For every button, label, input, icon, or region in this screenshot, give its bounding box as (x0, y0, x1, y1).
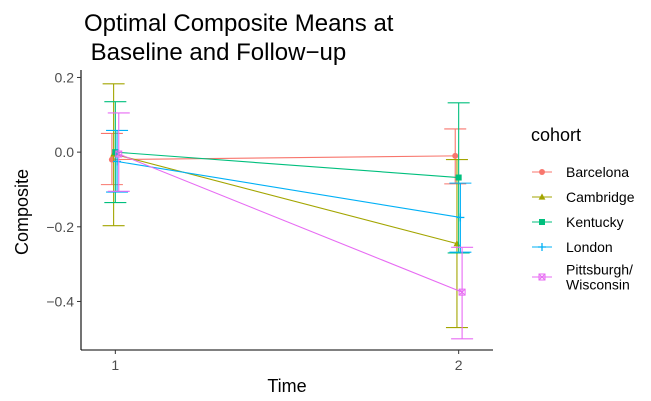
legend-item-kentucky: Kentucky (532, 214, 624, 230)
legend-label-pittsburgh-wisconsin: Wisconsin (566, 277, 630, 293)
y-tick-label: −0.4 (46, 293, 74, 309)
series-layer (100, 83, 474, 340)
series-line-london (116, 160, 461, 219)
data-point-barcelona (452, 152, 459, 159)
legend-key-marker (538, 193, 546, 200)
legend-label-kentucky: Kentucky (566, 214, 624, 230)
legend-key-marker (538, 243, 546, 251)
legend-item-pittsburgh-wisconsin: Pittsburgh/Wisconsin (532, 262, 633, 293)
legend-label-barcelona: Barcelona (566, 164, 629, 180)
data-point-kentucky (455, 174, 462, 181)
legend-label-pittsburgh-wisconsin: Pittsburgh/ (566, 262, 633, 278)
legend-key-marker (538, 273, 546, 281)
error-bar-pittsburgh-wisconsin (451, 246, 474, 340)
chart-title-line-2: Baseline and Follow−up (84, 39, 346, 66)
legend-label-london: London (566, 239, 613, 255)
legend: cohort Barcelona Cambridge Kentucky London P… (531, 125, 635, 293)
data-point-pittsburgh-wisconsin (115, 150, 123, 158)
legend-key-marker (539, 169, 545, 175)
legend-title: cohort (531, 125, 581, 145)
legend-label-cambridge: Cambridge (566, 189, 635, 205)
error-bar-pittsburgh-wisconsin (107, 112, 130, 192)
y-axis-ticks: 0.2 0.0 −0.2 −0.4 (46, 69, 81, 309)
x-axis-title: Time (267, 376, 306, 396)
series-kentucky (104, 101, 470, 254)
y-tick-label: 0.0 (55, 144, 75, 160)
series-london (106, 129, 472, 253)
series-barcelona (100, 128, 467, 186)
legend-item-london: London (532, 239, 613, 255)
y-axis-title: Composite (12, 169, 32, 255)
y-tick-label: −0.2 (46, 219, 74, 235)
series-pittsburgh-wisconsin (107, 112, 474, 340)
x-tick-label: 1 (111, 357, 119, 373)
series-line-barcelona (111, 155, 456, 161)
series-line-pittsburgh-wisconsin (118, 153, 463, 293)
y-tick-label: 0.2 (55, 69, 75, 85)
chart-title-line-1: Optimal Composite Means at (84, 10, 394, 37)
series-line-kentucky (115, 151, 459, 179)
data-point-london (113, 157, 122, 166)
legend-key-marker (539, 219, 545, 225)
legend-item-barcelona: Barcelona (532, 164, 629, 180)
series-line-cambridge (113, 153, 458, 245)
data-point-london (456, 213, 465, 222)
series-cambridge (102, 83, 468, 329)
x-tick-label: 2 (455, 357, 463, 373)
data-point-pittsburgh-wisconsin (458, 288, 466, 296)
legend-item-cambridge: Cambridge (532, 189, 635, 205)
